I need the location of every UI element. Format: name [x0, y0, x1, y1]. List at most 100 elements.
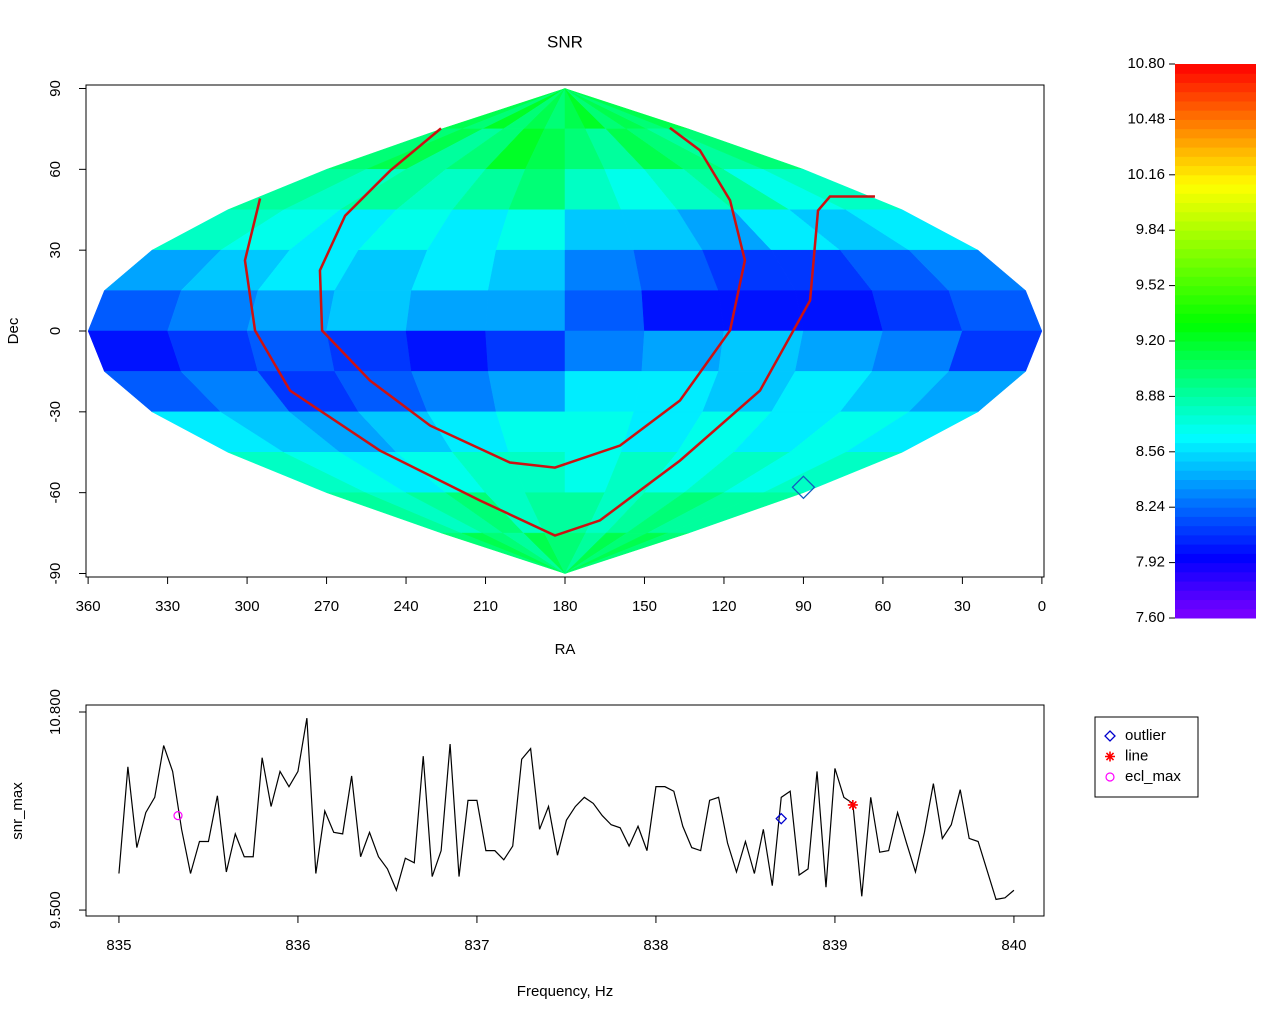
colorbar-band: [1175, 497, 1256, 508]
heatmap-cell: [564, 330, 645, 372]
colorbar-band: [1175, 267, 1256, 277]
colorbar-band: [1175, 304, 1256, 314]
colorbar-tick-label: 9.84: [1136, 221, 1165, 238]
y-tick-label: 30: [47, 242, 64, 259]
heatmap-cell: [167, 290, 259, 332]
colorbar-band: [1175, 396, 1256, 407]
colorbar-band: [1175, 488, 1256, 499]
colorbar-band: [1175, 359, 1256, 370]
colorbar-band: [1175, 571, 1256, 582]
colorbar-band: [1175, 368, 1256, 379]
colorbar-band: [1175, 64, 1256, 74]
x-tick-label: 60: [875, 598, 892, 615]
y-tick-label: 90: [47, 80, 64, 97]
colorbar-band: [1175, 156, 1256, 167]
colorbar-band: [1175, 82, 1256, 93]
curve: [243, 195, 875, 537]
heatmap-cell: [795, 330, 884, 372]
colorbar-band: [1175, 414, 1256, 425]
x-tick-label: 838: [643, 937, 668, 954]
heatmap-cell: [564, 371, 643, 413]
colorbar-band: [1175, 562, 1256, 573]
colorbar-band: [1175, 534, 1256, 545]
colorbar-tick-label: 7.92: [1136, 554, 1165, 571]
colorbar-band: [1175, 174, 1256, 185]
colorbar-band: [1175, 608, 1256, 619]
y-tick-label: -90: [47, 563, 64, 585]
x-tick-label: 150: [632, 598, 657, 615]
colorbar-band: [1175, 405, 1256, 416]
colorbar-band: [1175, 165, 1256, 176]
heatmap-cell: [564, 532, 689, 574]
colorbar-band: [1175, 424, 1256, 434]
heatmap-cell: [485, 290, 566, 332]
y-axis-label: Dec: [5, 317, 22, 344]
colorbar-band: [1175, 230, 1256, 240]
heatmap-cell: [87, 330, 182, 372]
colorbar-band: [1175, 91, 1256, 102]
marker: [173, 811, 183, 821]
colorbar-band: [1175, 184, 1256, 194]
heatmap-cell: [487, 371, 566, 413]
colorbar-tick-label: 8.88: [1136, 387, 1165, 404]
colorbar-band: [1175, 581, 1256, 591]
colorbar-tick-label: 9.20: [1136, 332, 1165, 349]
y-tick-label: -60: [47, 482, 64, 504]
legend-symbol: [1105, 772, 1115, 782]
colorbar-band: [1175, 322, 1256, 333]
x-tick-label: 0: [1038, 598, 1046, 615]
sky-map: [87, 88, 1043, 574]
colorbar-band: [1175, 387, 1256, 397]
x-tick-label: 835: [106, 937, 131, 954]
colorbar-band: [1175, 313, 1256, 324]
colorbar-band: [1175, 544, 1256, 554]
colorbar-tick-label: 10.16: [1127, 166, 1165, 183]
x-tick-label: 839: [822, 937, 847, 954]
colorbar-band: [1175, 451, 1256, 462]
colorbar-band: [1175, 137, 1256, 148]
heatmap-cell: [405, 330, 489, 372]
x-tick-label: 120: [711, 598, 736, 615]
x-tick-label: 330: [155, 598, 180, 615]
colorbar-band: [1175, 220, 1256, 231]
heatmap-cell: [948, 330, 1043, 372]
colorbar-band: [1175, 119, 1256, 130]
colorbar-band: [1175, 433, 1256, 444]
colorbar-band: [1175, 239, 1256, 250]
heatmap-cell: [871, 330, 963, 372]
curve: [318, 126, 747, 469]
colorbar-band: [1175, 341, 1256, 351]
x-tick-label: 180: [552, 598, 577, 615]
colorbar-band: [1175, 461, 1256, 471]
heatmap-cell: [948, 290, 1043, 332]
x-tick-label: 210: [473, 598, 498, 615]
legend-label: ecl_max: [1125, 768, 1181, 785]
heatmap-cell: [795, 290, 884, 332]
colorbar-band: [1175, 599, 1256, 610]
colorbar-tick-label: 9.52: [1136, 277, 1165, 294]
x-axis-label: RA: [555, 641, 576, 658]
colorbar-band: [1175, 350, 1256, 360]
colorbar-band: [1175, 516, 1256, 527]
y-axis-label: snr_max: [9, 782, 26, 840]
colorbar-band: [1175, 248, 1256, 259]
legend-label: line: [1125, 747, 1148, 764]
colorbar-band: [1175, 285, 1256, 296]
plot-frame: [85, 704, 1045, 917]
colorbar-band: [1175, 276, 1256, 287]
colorbar-band: [1175, 147, 1256, 157]
colorbar-tick-label: 8.24: [1136, 498, 1165, 515]
heatmap-cell: [641, 330, 725, 372]
x-tick-label: 90: [795, 598, 812, 615]
heatmap-cell: [564, 290, 645, 332]
colorbar-band: [1175, 479, 1256, 490]
x-axis-label: Frequency, Hz: [517, 983, 613, 1000]
marker: [847, 799, 858, 810]
y-tick-label: 10.800: [47, 689, 64, 735]
chart-title: SNR: [547, 32, 583, 51]
heatmap-cell: [641, 290, 725, 332]
colorbar-band: [1175, 590, 1256, 601]
marker: [791, 475, 816, 500]
marker: [775, 812, 788, 825]
x-tick-label: 270: [314, 598, 339, 615]
